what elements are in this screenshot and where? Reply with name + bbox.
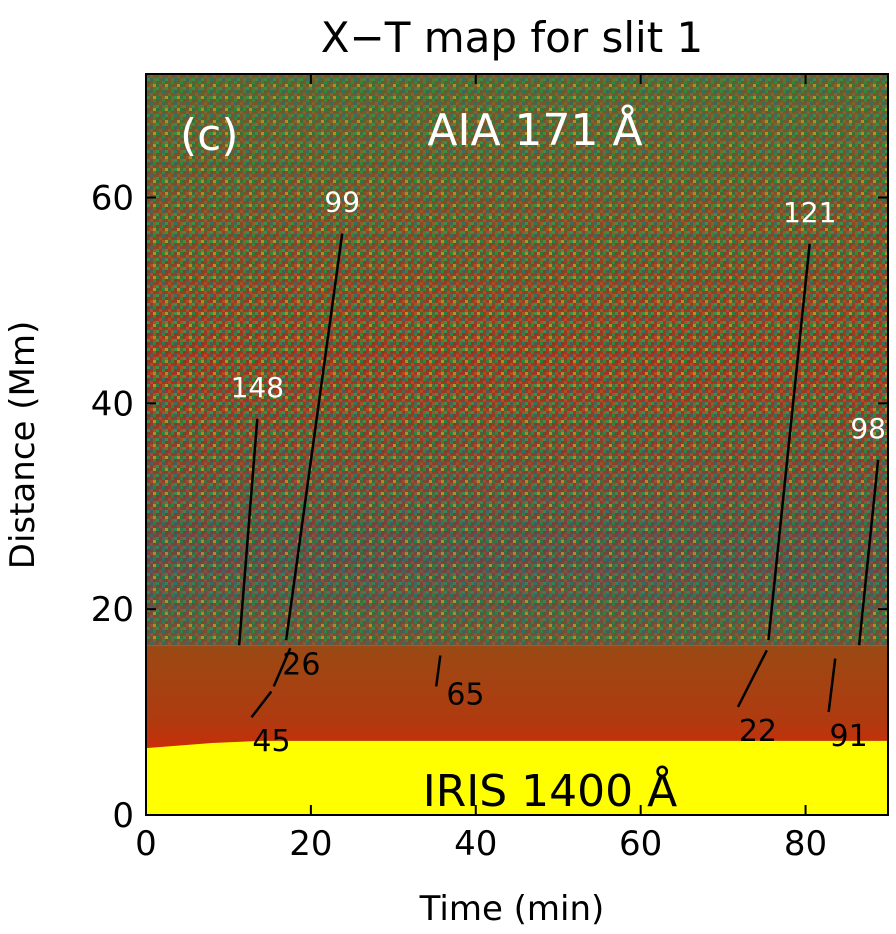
speed-track-line <box>827 658 837 713</box>
aia-channel-label: AIA 171 Å <box>427 103 642 156</box>
speed-track-line <box>857 459 880 646</box>
x-axis-label: Time (min) <box>419 889 605 929</box>
speed-track-label: 148 <box>231 371 284 404</box>
speed-tracks <box>237 233 880 718</box>
x-tick-label: 80 <box>784 824 827 864</box>
speed-track-label: 99 <box>324 186 360 219</box>
x-tick-label: 60 <box>619 824 662 864</box>
chart-title: X−T map for slit 1 <box>321 13 704 62</box>
axis-ticks: 0 20 40 60 80 0 20 40 60 <box>91 74 888 864</box>
speed-track-label: 26 <box>282 647 320 682</box>
speed-track-line <box>434 655 442 687</box>
speed-track-line <box>767 243 811 641</box>
speed-track-line <box>272 647 292 687</box>
aia-map-speckle <box>146 74 888 646</box>
y-tick-label: 60 <box>91 179 134 219</box>
speed-track-label: 91 <box>830 719 868 754</box>
speed-track-line <box>250 690 273 718</box>
y-tick-label: 40 <box>91 384 134 424</box>
x-tick-label: 40 <box>454 824 497 864</box>
speed-track-label: 121 <box>783 196 836 229</box>
speed-track-label: 98 <box>850 412 886 445</box>
speed-track-line <box>237 418 259 646</box>
iris-bright-band <box>146 740 888 815</box>
plot-area <box>146 74 888 815</box>
x-tick-label: 20 <box>289 824 332 864</box>
y-tick-label: 20 <box>91 590 134 630</box>
y-tick-label: 0 <box>112 796 134 836</box>
plot-frame <box>145 73 889 816</box>
speed-track-label: 22 <box>739 714 777 749</box>
speed-track-label: 45 <box>252 724 290 759</box>
speed-track-line <box>736 649 768 708</box>
y-axis-label: Distance (Mm) <box>3 321 43 569</box>
speed-track-line <box>284 233 344 641</box>
speed-track-label: 65 <box>446 677 484 712</box>
iris-channel-label: IRIS 1400 Å <box>423 764 678 817</box>
panel-label: (c) <box>180 110 239 161</box>
x-tick-label: 0 <box>135 824 157 864</box>
